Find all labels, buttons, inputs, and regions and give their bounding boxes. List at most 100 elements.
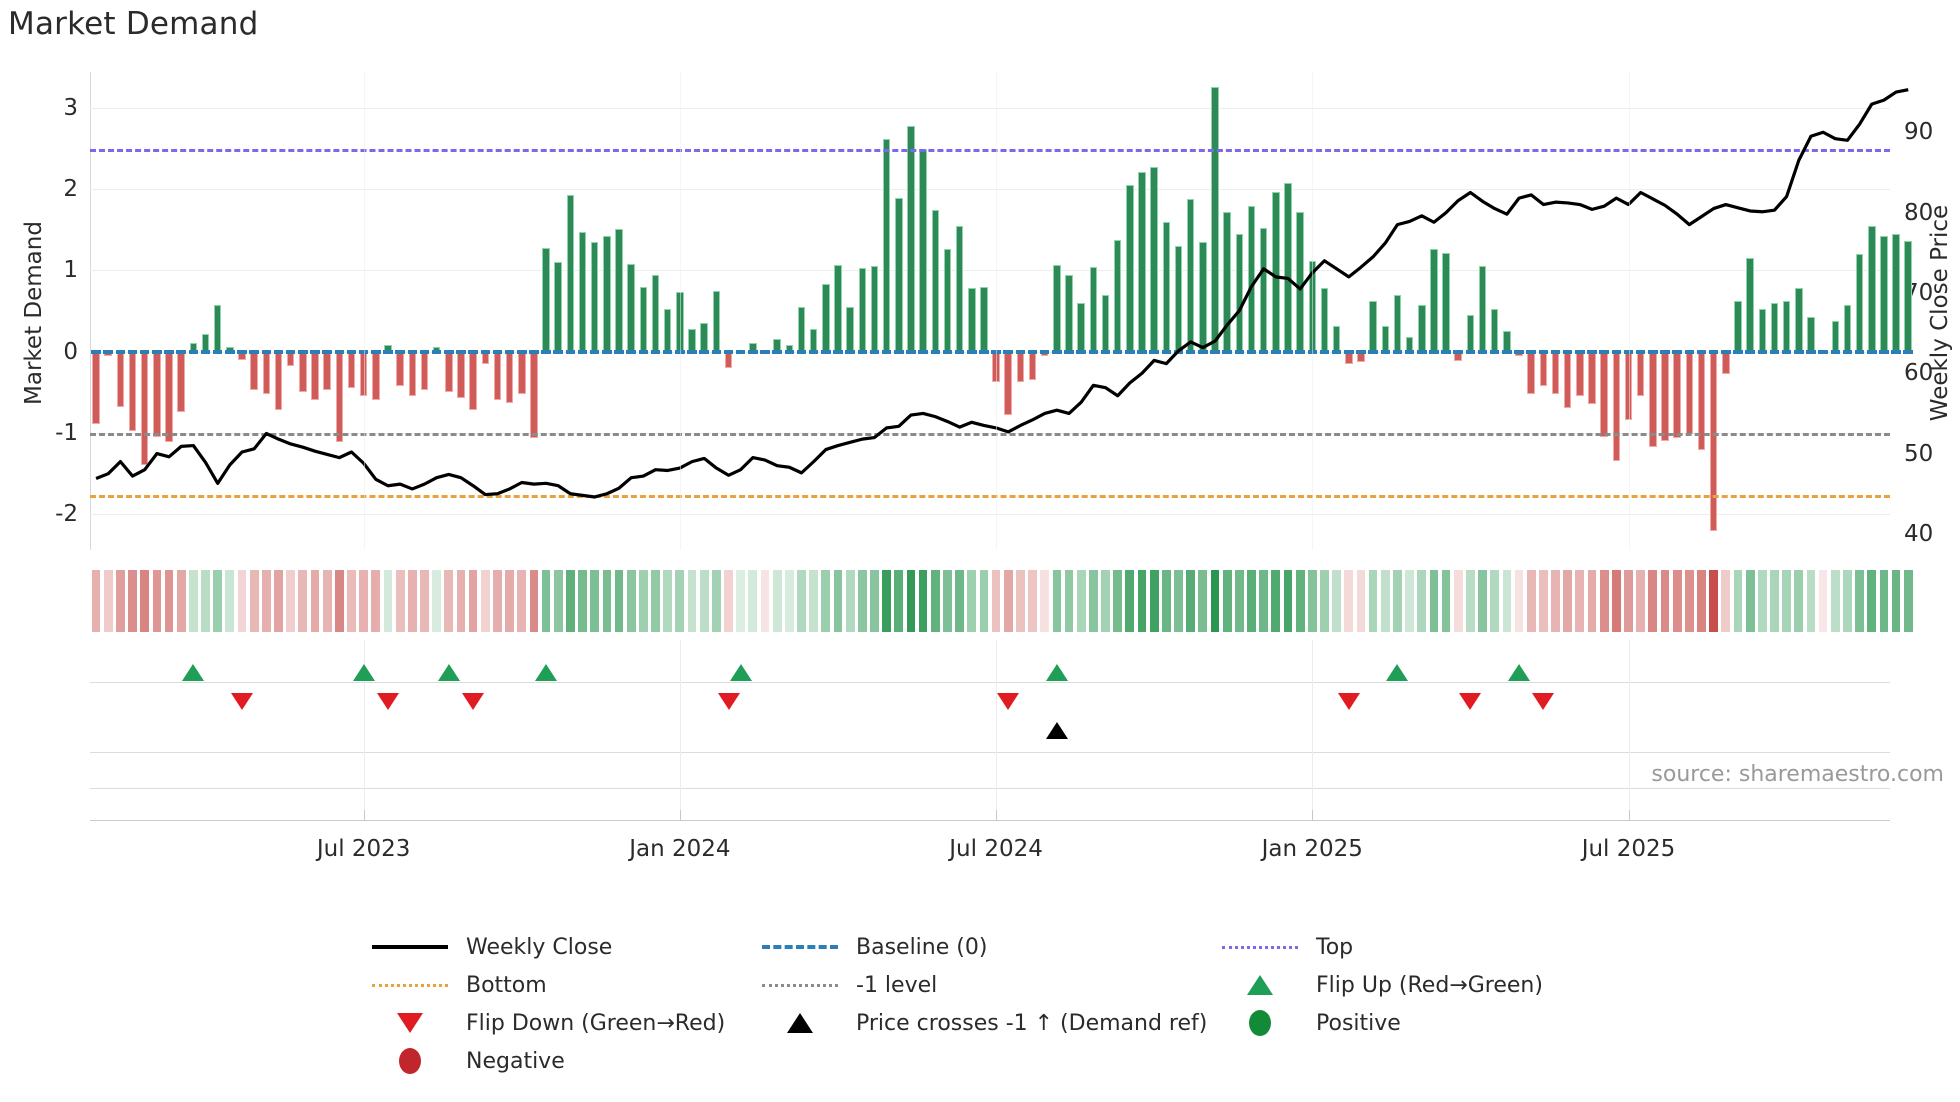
baseline-cap <box>1307 349 1318 354</box>
legend-item[interactable]: Bottom <box>370 966 760 1004</box>
heat-strip-cell <box>578 570 587 632</box>
flip-up-marker <box>1508 664 1531 681</box>
heat-strip-cell <box>347 570 356 632</box>
heat-strip-cell <box>456 570 466 632</box>
heat-strip-cell <box>432 570 441 632</box>
heat-strip-cell <box>1867 570 1877 632</box>
legend-item-label: Top <box>1316 934 1354 960</box>
heat-strip-cell <box>602 570 612 632</box>
legend-item-label: Flip Down (Green→Red) <box>466 1010 726 1036</box>
heat-strip-cell <box>833 570 843 632</box>
x-axis-tick-mark <box>679 810 681 820</box>
legend-item[interactable]: Weekly Close <box>370 928 760 966</box>
baseline-cap <box>662 349 673 354</box>
baseline-cap <box>1064 349 1074 354</box>
heat-strip-cell <box>1417 570 1427 632</box>
baseline-cap <box>1137 349 1147 354</box>
legend-swatch <box>370 1013 450 1033</box>
flip-down-triangle-icon <box>397 1013 423 1033</box>
baseline-cap <box>1392 349 1403 354</box>
baseline-cap <box>444 349 454 354</box>
heat-strip-cell <box>91 570 101 632</box>
heat-strip-cell <box>1599 570 1609 632</box>
heat-strip-cell <box>663 570 673 632</box>
baseline-cap <box>383 349 393 354</box>
baseline-cap <box>589 349 600 354</box>
legend-item-label: Positive <box>1316 1010 1401 1036</box>
legend-item[interactable]: Flip Down (Green→Red) <box>370 1004 760 1042</box>
heat-strip-cell <box>894 570 904 632</box>
heat-strip-cell <box>760 570 770 632</box>
baseline-cap <box>212 349 223 354</box>
baseline-cap <box>492 349 503 354</box>
heat-strip-cell <box>1526 570 1536 632</box>
baseline-cap <box>1368 349 1378 354</box>
heat-strip-cell <box>1028 570 1037 632</box>
heat-strip-cell <box>541 570 551 632</box>
baseline-cap <box>456 349 466 354</box>
baseline-cap <box>115 349 126 354</box>
baseline-cap <box>164 349 174 354</box>
baseline-cap <box>1721 349 1731 354</box>
y-axis-right-tick: 50 <box>1904 440 1934 467</box>
x-axis-tick-mark <box>996 810 998 820</box>
baseline-cap <box>1489 349 1500 354</box>
legend-swatch <box>1220 975 1300 995</box>
baseline-cap <box>1842 349 1853 354</box>
baseline-cap <box>748 349 758 354</box>
baseline-cap <box>650 349 661 354</box>
heat-strip-cell <box>1003 570 1013 632</box>
heat-strip-cell <box>1161 570 1171 632</box>
y-gridline <box>90 189 1890 191</box>
baseline-cap <box>1575 349 1585 354</box>
legend-item[interactable]: -1 level <box>760 966 1220 1004</box>
baseline-cap <box>468 349 478 354</box>
baseline-cap <box>273 349 284 354</box>
baseline-cap <box>614 349 624 354</box>
baseline-cap <box>1477 349 1488 354</box>
heat-strip-cell <box>1089 570 1098 632</box>
baseline-cap <box>237 349 247 354</box>
negative-dot-icon <box>399 1048 421 1074</box>
flip-down-marker <box>717 693 740 710</box>
baseline-cap <box>1514 349 1524 354</box>
legend-item[interactable]: Price crosses -1 ↑ (Demand ref) <box>760 1004 1220 1042</box>
baseline-cap <box>772 349 782 354</box>
chart-legend: Weekly Close Baseline (0) Top Bottom -1 leve… <box>370 928 1610 1080</box>
heat-strip-cell <box>1660 570 1670 632</box>
baseline-cap <box>139 349 150 354</box>
heat-strip-cell <box>444 570 454 632</box>
legend-swatch <box>760 937 840 957</box>
baseline-cap <box>1587 349 1597 354</box>
legend-swatch <box>370 975 450 995</box>
legend-item[interactable]: Flip Up (Red→Green) <box>1220 966 1610 1004</box>
baseline-cap <box>334 349 345 354</box>
legend-swatch <box>760 975 840 995</box>
baseline-cap <box>1404 349 1415 354</box>
heat-strip-cell <box>140 570 150 632</box>
flip-up-marker <box>437 664 460 681</box>
heat-strip-cell <box>189 570 198 632</box>
heat-strip-cell <box>1818 570 1828 632</box>
legend-item[interactable]: Positive <box>1220 1004 1610 1042</box>
heat-strip-cell <box>1891 570 1901 632</box>
heat-strip-cell <box>1259 570 1269 632</box>
plot-left-spine <box>90 72 91 550</box>
baseline-cap <box>1100 349 1111 354</box>
legend-item[interactable]: Negative <box>370 1042 760 1080</box>
source-note: source: sharemaestro.com <box>1651 762 1944 787</box>
legend-item[interactable]: Top <box>1220 928 1610 966</box>
heat-strip-cell <box>407 570 417 632</box>
heat-strip-cell <box>103 570 113 632</box>
main-plot-area: 3 2 1 0 -1 -2 90 80 70 60 50 40 <box>55 72 1933 550</box>
heat-strip-cell <box>298 570 308 632</box>
heat-strip-cell <box>480 570 490 632</box>
baseline-cap <box>1088 349 1099 354</box>
flip-down-marker <box>462 693 485 710</box>
baseline-cap <box>1562 349 1573 354</box>
legend-item[interactable]: Baseline (0) <box>760 928 1220 966</box>
baseline-cap <box>1112 349 1123 354</box>
baseline-cap <box>1794 349 1804 354</box>
baseline-cap <box>1234 349 1245 354</box>
x-axis-tick-label: Jul 2025 <box>1581 836 1676 862</box>
